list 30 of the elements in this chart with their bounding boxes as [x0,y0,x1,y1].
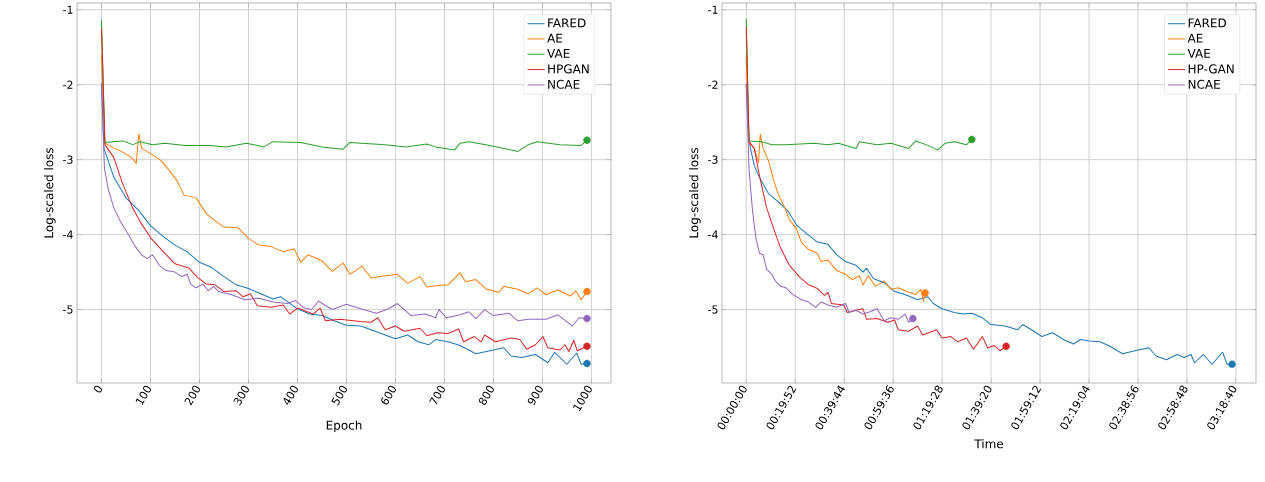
point [921,289,929,297]
legend-label: NCAE [548,79,580,89]
point [909,314,917,323]
legend-label: AE [547,33,563,43]
y-tick-label: -2 [708,80,718,89]
legend-label: HPGAN [548,64,589,74]
legend-label: NCAE [1188,79,1220,89]
y-tick-label: -1 [63,5,73,14]
y-axis-title: Log-scaled loss [44,147,56,238]
legend-label: AE [1187,33,1203,43]
y-tick-label: -4 [708,230,718,239]
legend-label: FARED [1188,18,1227,28]
legend-label: VAE [547,49,570,58]
y-tick-label: -2 [63,80,73,89]
y-tick-label: -3 [708,155,718,164]
y-tick-label: -5 [63,305,73,314]
x-tick-label: 0 [94,385,102,393]
legend-label: FARED [548,18,586,28]
y-tick-label: -3 [63,155,73,164]
y-tick-label: -4 [63,230,73,239]
point [1002,342,1010,350]
y-tick-label: -1 [708,5,718,14]
legend-label: HP-GAN [1188,64,1234,74]
y-axis-title: Log-scaled loss [689,147,701,238]
point [1228,360,1236,368]
legend-label: VAE [1187,49,1211,58]
point [968,135,976,144]
x-axis-title: Time [974,439,1004,449]
y-tick-label: -5 [708,305,718,314]
x-axis-title: Epoch [326,420,362,433]
